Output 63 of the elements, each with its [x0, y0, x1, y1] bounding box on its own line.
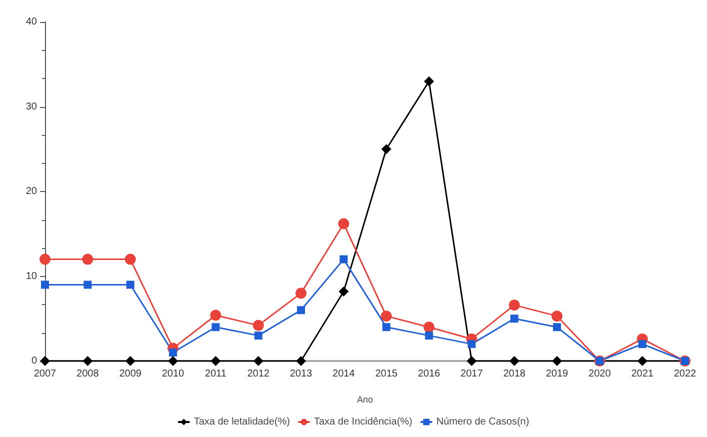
legend-label: Número de Casos(n)	[436, 416, 530, 428]
point	[552, 356, 562, 366]
point	[338, 218, 350, 230]
point	[210, 356, 221, 366]
point	[340, 255, 348, 264]
point	[637, 356, 648, 366]
point	[41, 280, 49, 289]
x-tick-label: 2009	[119, 368, 142, 380]
legend-label: Taxa de letalidade(%)	[194, 416, 290, 428]
point	[381, 144, 392, 154]
point	[382, 323, 390, 332]
point	[338, 286, 349, 297]
point	[254, 332, 262, 340]
x-tick-label: 2007	[34, 368, 57, 380]
y-tick-label: 0	[31, 356, 38, 366]
point	[425, 332, 433, 340]
x-axis-title: Ano	[356, 394, 374, 404]
point	[212, 323, 220, 332]
x-tick-label: 2015	[375, 368, 398, 380]
x-tick-label: 2017	[460, 368, 484, 380]
x-tick-label: 2018	[503, 368, 526, 380]
point	[297, 306, 305, 314]
point	[552, 310, 562, 322]
y-tick-label: 20	[26, 186, 38, 197]
point	[508, 300, 520, 311]
point	[168, 356, 178, 366]
y-tick-label: 10	[26, 270, 38, 282]
point	[424, 76, 434, 86]
x-tick-label: 2008	[76, 368, 100, 380]
point	[296, 356, 306, 366]
x-tick-label: 2021	[631, 368, 654, 380]
y-tick-label: 40	[26, 16, 38, 28]
x-tick-label: 2014	[332, 368, 356, 380]
point	[466, 356, 477, 366]
point	[424, 322, 434, 333]
point	[509, 356, 520, 366]
x-tick-label: 2013	[290, 368, 313, 380]
point	[252, 320, 264, 331]
point	[84, 280, 92, 289]
point	[296, 288, 306, 299]
point	[125, 356, 136, 366]
point	[210, 310, 222, 321]
point	[468, 340, 476, 348]
x-tick-label: 2019	[546, 368, 569, 380]
y-tick-label: 30	[26, 101, 38, 112]
point	[82, 356, 93, 366]
point	[510, 314, 518, 323]
point	[553, 323, 561, 332]
point	[380, 310, 392, 322]
x-tick-label: 2022	[674, 368, 697, 380]
x-tick-label: 2020	[588, 368, 612, 380]
x-tick-label: 2010	[162, 368, 185, 380]
x-tick-label: 2016	[418, 368, 441, 380]
x-tick-label: 2011	[204, 368, 227, 380]
point	[169, 348, 177, 357]
point	[126, 280, 134, 289]
legend-label: Taxa de Incidência(%)	[314, 416, 412, 428]
point	[40, 254, 50, 265]
point	[124, 254, 136, 265]
x-tick-label: 2012	[247, 368, 270, 380]
point	[638, 340, 646, 348]
point	[82, 254, 94, 265]
point	[253, 356, 264, 366]
